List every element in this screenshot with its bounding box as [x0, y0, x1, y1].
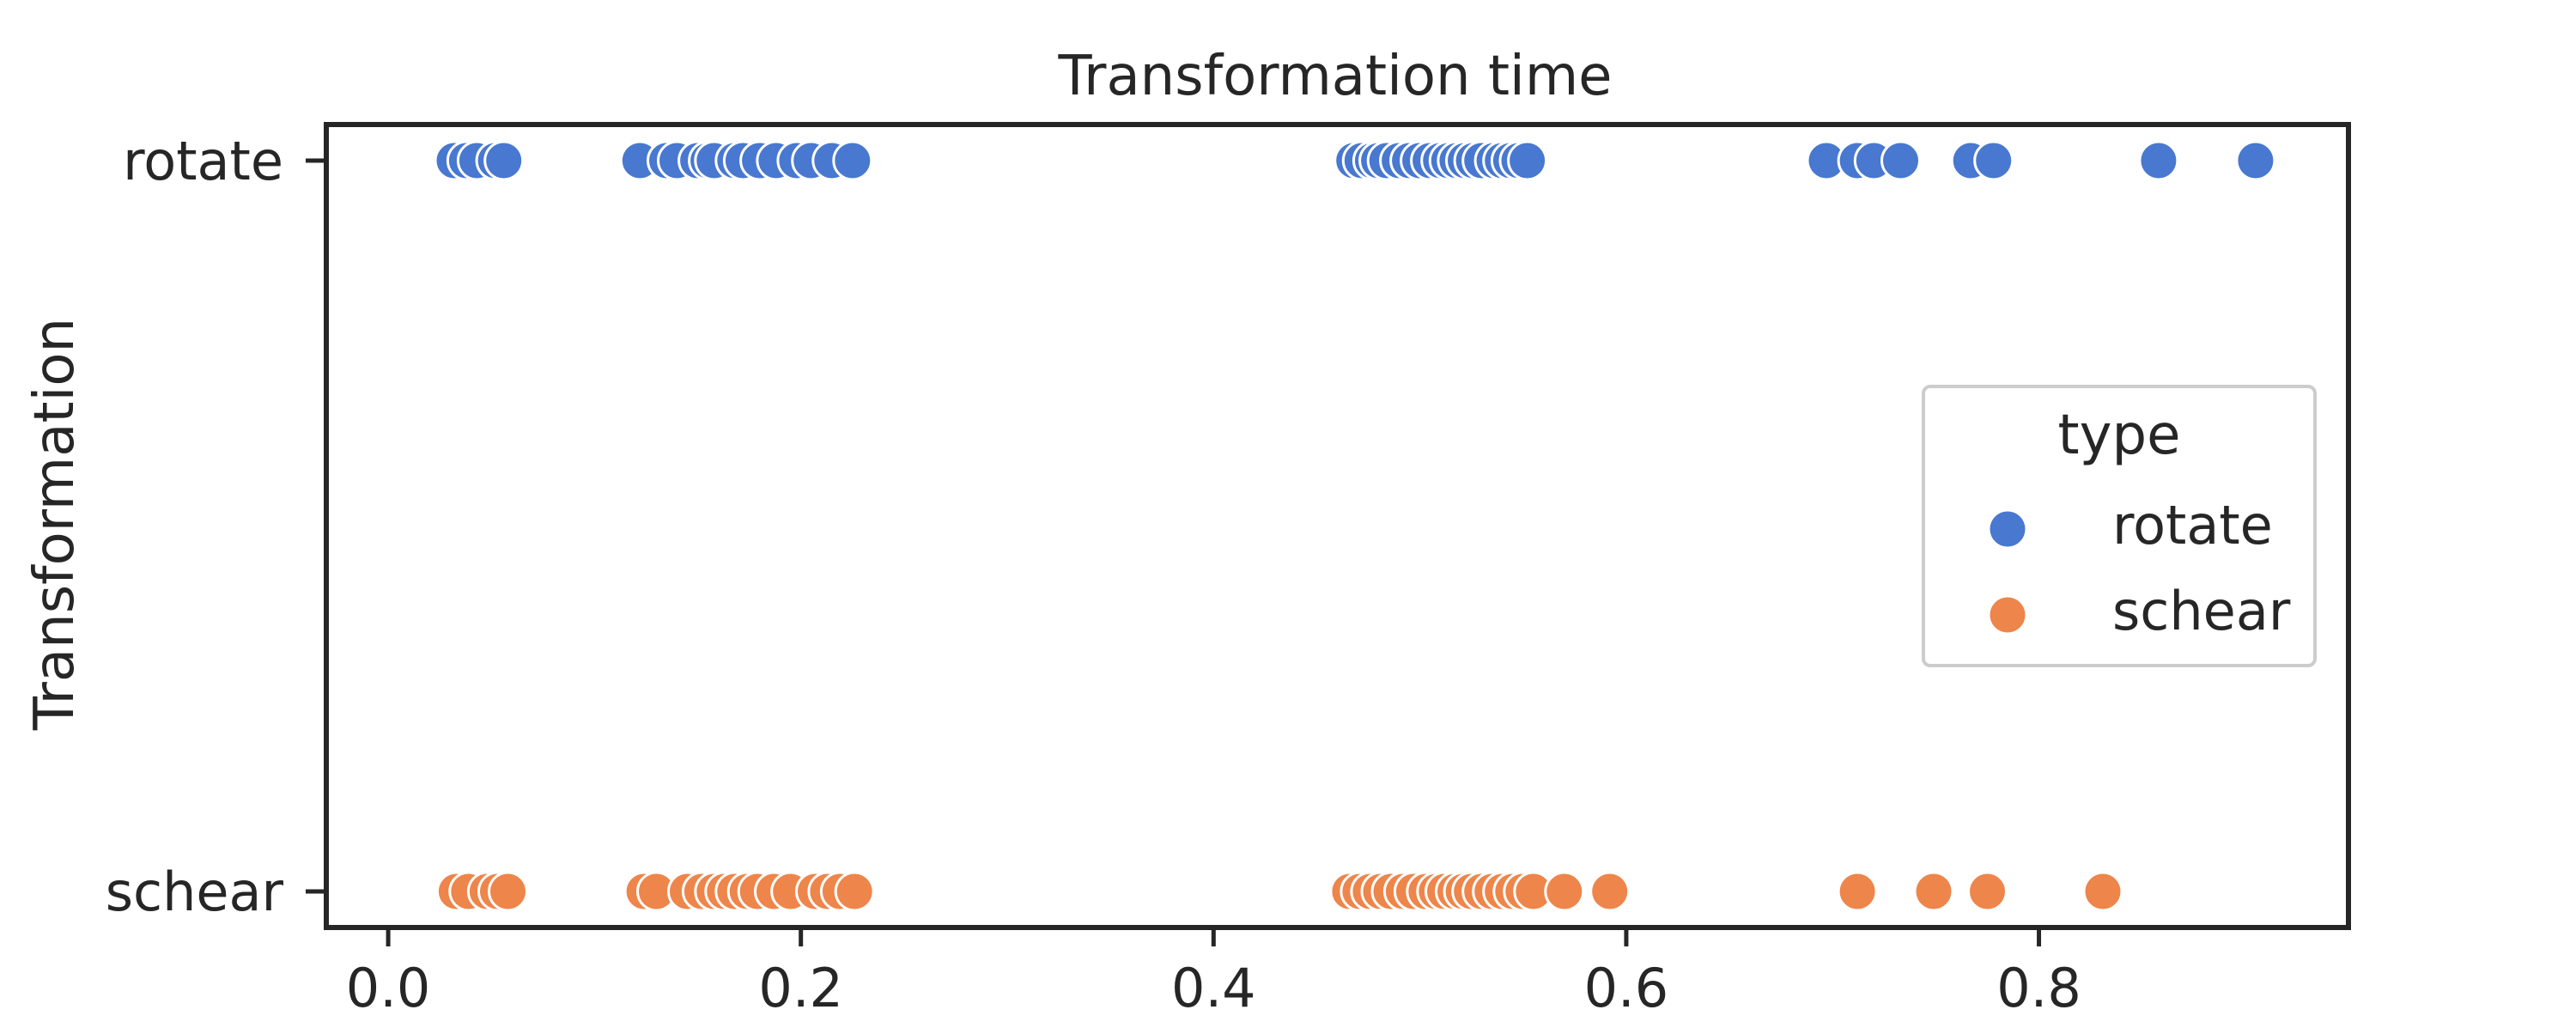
- data-point-schear: [1589, 871, 1631, 912]
- data-point-schear: [1837, 871, 1878, 912]
- y-tick-label: rotate: [123, 130, 283, 192]
- legend-label-schear: schear: [2112, 580, 2291, 642]
- data-point-schear: [834, 871, 875, 912]
- legend-box: [1922, 385, 2317, 667]
- legend-marker-rotate: [1987, 508, 2028, 550]
- data-point-rotate: [1973, 140, 2014, 181]
- legend-marker-schear: [1987, 594, 2028, 636]
- data-point-rotate: [483, 140, 525, 181]
- data-point-schear: [1913, 871, 1954, 912]
- data-point-schear: [1967, 871, 2008, 912]
- x-tick-label: 0.8: [1996, 957, 2081, 1019]
- data-point-rotate: [1507, 140, 1548, 181]
- y-tick-label: schear: [106, 861, 284, 923]
- legend-title: type: [2058, 404, 2181, 467]
- plot-frame: [324, 122, 2351, 930]
- data-point-schear: [2082, 871, 2123, 912]
- x-tick-label: 0.0: [346, 957, 431, 1019]
- y-axis-label: Transformation: [23, 318, 87, 731]
- legend: type rotate schear: [1922, 385, 2317, 667]
- data-point-rotate: [2138, 140, 2179, 181]
- chart-title: Transformation time: [1057, 45, 1612, 108]
- x-tick-label: 0.6: [1584, 957, 1669, 1019]
- legend-label-rotate: rotate: [2112, 494, 2273, 557]
- x-tick-label: 0.4: [1171, 957, 1256, 1019]
- data-point-schear: [488, 871, 528, 912]
- data-point-rotate: [2235, 140, 2276, 181]
- axes-layer: 0.0 0.2 0.4 0.6 0.8 rotate schear: [106, 122, 2351, 1019]
- points-layer: [434, 140, 2276, 912]
- data-point-schear: [1544, 871, 1585, 912]
- data-point-rotate: [832, 140, 873, 181]
- x-tick-label: 0.2: [758, 957, 843, 1019]
- data-point-rotate: [1880, 140, 1921, 181]
